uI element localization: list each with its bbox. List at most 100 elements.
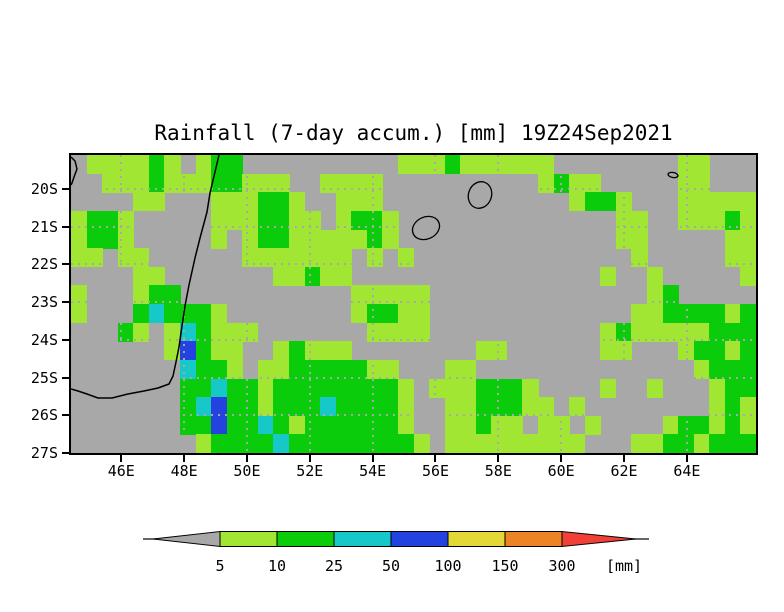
rainfall-cell xyxy=(724,229,742,249)
rainfall-cell xyxy=(444,155,461,175)
rainfall-cell xyxy=(86,248,103,268)
rainfall-cell xyxy=(538,415,555,435)
rainfall-cell xyxy=(506,155,524,175)
rainfall-cell xyxy=(709,359,726,380)
rainfall-cell xyxy=(195,415,212,435)
rainfall-cell xyxy=(382,415,399,435)
colorbar-svg: 5 10 25 50 100 150 300 [mm] xyxy=(143,530,649,575)
rainfall-cell xyxy=(460,397,477,417)
rainfall-cell xyxy=(71,248,88,268)
rainfall-cell xyxy=(211,322,228,342)
rainfall-cell xyxy=(320,248,337,268)
colorbar-tick-label: 300 xyxy=(548,557,575,575)
coastline-madagascar xyxy=(71,155,220,399)
rainfall-cell xyxy=(491,397,508,417)
map-gridline-lon xyxy=(245,155,248,453)
rainfall-cell xyxy=(71,210,88,231)
rainfall-cell xyxy=(709,304,726,324)
rainfall-cell xyxy=(600,266,617,286)
rainfall-cell xyxy=(351,192,368,212)
rainfall-cell xyxy=(506,378,524,398)
y-axis-label: 25S xyxy=(30,368,58,387)
x-axis-tick xyxy=(183,455,186,462)
rainfall-cell xyxy=(647,266,664,286)
rainfall-cell xyxy=(133,248,150,268)
rainfall-cell xyxy=(71,229,88,249)
rainfall-cell xyxy=(724,322,742,342)
map-gridline-lon xyxy=(434,155,437,453)
rainfall-cell xyxy=(397,248,415,268)
colorbar-segment xyxy=(219,531,278,547)
rainfall-cell xyxy=(382,378,399,398)
rainfall-cell xyxy=(740,192,756,212)
rainfall-cell xyxy=(304,341,321,361)
rainfall-cell xyxy=(382,322,399,342)
map-gridline-lon xyxy=(183,155,186,453)
rainfall-cell xyxy=(366,415,383,435)
rainfall-cell xyxy=(475,378,492,398)
x-axis-tick xyxy=(623,455,626,462)
rainfall-cell xyxy=(631,304,648,324)
rainfall-cell xyxy=(740,248,756,268)
rainfall-cell xyxy=(335,192,352,212)
map-gridline-lon xyxy=(120,155,123,453)
rainfall-cell xyxy=(600,341,617,361)
rainfall-cell xyxy=(662,415,679,435)
rainfall-cell xyxy=(631,229,648,249)
rainfall-cell xyxy=(475,341,492,361)
rainfall-cell xyxy=(522,155,539,175)
rainfall-cell xyxy=(740,304,756,324)
rainfall-cell xyxy=(740,210,756,231)
rainfall-cell xyxy=(304,434,321,453)
map-gridline-lon xyxy=(497,155,500,453)
rainfall-cell xyxy=(382,285,399,305)
rainfall-cell xyxy=(429,378,446,398)
rainfall-cell xyxy=(335,248,352,268)
rainfall-cell xyxy=(584,415,601,435)
rainfall-cell xyxy=(475,397,492,417)
rainfall-cell xyxy=(724,210,742,231)
rainfall-cell xyxy=(273,434,290,453)
rainfall-cell xyxy=(211,397,228,417)
rainfall-cell xyxy=(724,434,742,453)
map-gridline-lat xyxy=(71,376,756,379)
rainfall-cell xyxy=(740,322,756,342)
rainfall-cell xyxy=(164,322,181,342)
rainfall-cell xyxy=(600,378,617,398)
rainfall-cell xyxy=(397,378,415,398)
rainfall-cell xyxy=(273,415,290,435)
colorbar-below-min-arrow xyxy=(152,530,221,548)
y-axis-tick xyxy=(62,452,69,454)
rainfall-cell xyxy=(195,378,212,398)
rainfall-cell xyxy=(351,397,368,417)
rainfall-cell xyxy=(382,359,399,380)
rainfall-cell xyxy=(444,397,461,417)
rainfall-cell xyxy=(724,359,742,380)
rainfall-cell xyxy=(273,210,290,231)
rainfall-cell xyxy=(366,210,383,231)
rainfall-cell xyxy=(102,155,119,175)
rainfall-cell xyxy=(382,434,399,453)
rainfall-cell xyxy=(148,304,165,324)
rainfall-cell xyxy=(662,304,679,324)
rainfall-cell xyxy=(631,434,648,453)
rainfall-cell xyxy=(257,210,274,231)
x-axis-tick xyxy=(560,455,563,462)
rainfall-cell xyxy=(304,248,321,268)
rainfall-cell xyxy=(288,248,306,268)
rainfall-cell xyxy=(709,397,726,417)
map-gridline-lat xyxy=(71,301,756,304)
rainfall-cell xyxy=(164,285,181,305)
rainfall-cell xyxy=(647,378,664,398)
rainfall-cell xyxy=(320,341,337,361)
y-axis-label: 22S xyxy=(30,255,58,274)
rainfall-cell xyxy=(693,322,710,342)
rainfall-cell xyxy=(522,434,539,453)
rainfall-cell xyxy=(304,415,321,435)
rainfall-cell xyxy=(460,378,477,398)
island-outline-rodrigues xyxy=(667,171,679,179)
rainfall-cell xyxy=(304,378,321,398)
page-title: Rainfall (7-day accum.) [mm] 19Z24Sep202… xyxy=(154,121,673,145)
rainfall-cell xyxy=(662,285,679,305)
